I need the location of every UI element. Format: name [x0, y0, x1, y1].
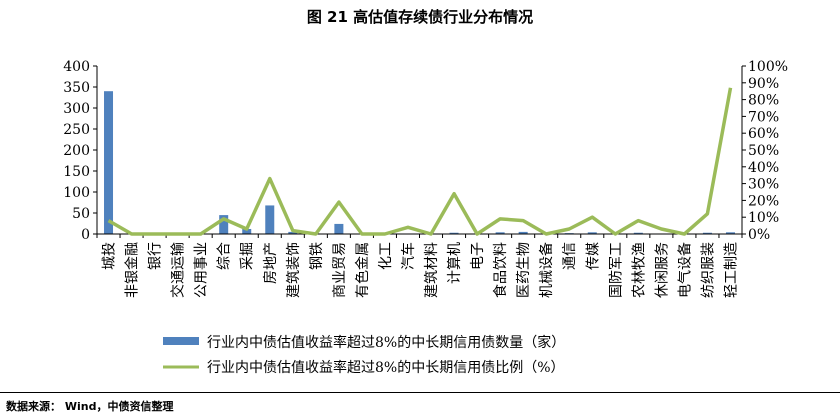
category-label: 建筑材料: [424, 242, 440, 298]
left-tick-label: 150: [63, 164, 90, 180]
left-tick-label: 350: [63, 80, 90, 96]
category-label: 钢铁: [309, 242, 325, 270]
bar: [725, 232, 735, 234]
right-tick-label: 40%: [748, 160, 779, 176]
bottom-rule: [0, 392, 840, 393]
right-tick-label: 100%: [748, 59, 788, 75]
category-label: 汽车: [400, 242, 417, 270]
category-label: 国防军工: [608, 242, 624, 298]
category-label: 食品饮料: [492, 242, 509, 298]
right-tick-label: 60%: [748, 126, 779, 142]
ratio-line: [107, 87, 733, 236]
category-label: 化工: [378, 242, 394, 270]
bar: [702, 232, 712, 234]
right-tick-label: 30%: [748, 177, 779, 193]
category-label: 建筑装饰: [286, 242, 302, 298]
category-label: 城投: [102, 242, 118, 270]
bar: [518, 231, 528, 234]
category-label: 纺织服装: [700, 242, 716, 298]
chart: 0 50 100 150 200 250 300 350 400 0%10%20%30%40%5…: [63, 59, 788, 376]
category-label: 有色金属: [354, 242, 371, 298]
left-tick-label: 100: [63, 185, 90, 201]
right-tick-label: 70%: [748, 109, 779, 125]
bar: [265, 205, 275, 234]
right-tick-label: 50%: [748, 143, 779, 159]
bar: [633, 232, 643, 234]
bar: [449, 232, 459, 234]
bar: [242, 228, 252, 234]
bar: [104, 91, 114, 234]
bar: [334, 223, 344, 234]
bar: [495, 232, 505, 234]
category-label: 传媒: [585, 242, 601, 270]
left-tick-label: 200: [63, 143, 90, 159]
category-label: 综合: [217, 242, 233, 270]
bar: [587, 232, 597, 234]
right-tick-label: 20%: [748, 193, 779, 209]
category-label: 电子: [470, 242, 486, 270]
legend-line-label: 行业内中债估值收益率超过8%的中长期信用债比例（%）: [207, 359, 565, 376]
bar: [219, 215, 229, 234]
category-label: 公用事业: [194, 242, 210, 298]
left-tick-label: 400: [63, 59, 90, 75]
category-label: 农林牧渔: [631, 242, 647, 298]
category-label: 非银金融: [125, 242, 141, 298]
bar: [288, 231, 298, 234]
category-label: 计算机: [447, 242, 463, 284]
left-tick-label: 300: [63, 101, 90, 117]
category-labels: 城投 非银金融 银行 交通运输 公用事业 综合 采掘 房地产 建筑装饰 钢铁 商业贸易 有色金属 化工汽…: [102, 242, 740, 298]
category-label: 交通运输: [170, 242, 187, 298]
left-tick-label: 0: [81, 227, 90, 243]
category-label: 轻工制造: [724, 242, 740, 298]
right-axis-ticks: 0%10%20%30%40%50%60%70%80%90%100%: [742, 59, 788, 243]
legend: 行业内中债估值收益率超过8%的中长期信用债数量（家） 行业内中债估值收益率超过8…: [163, 334, 565, 376]
right-tick-label: 80%: [748, 93, 779, 109]
category-label: 采掘: [240, 242, 256, 270]
right-tick-label: 10%: [748, 210, 779, 226]
chart-title: 图 21 高估值存续债行业分布情况: [306, 8, 534, 26]
bar-series: [104, 91, 735, 234]
category-label: 通信: [562, 242, 578, 270]
legend-bar-swatch: [163, 337, 199, 345]
source-note: 数据来源： Wind，中债资信整理: [6, 400, 174, 413]
category-label: 房地产: [263, 242, 279, 284]
left-axis-ticks: 0 50 100 150 200 250 300 350 400: [63, 59, 97, 243]
category-label: 电气设备: [676, 242, 693, 298]
category-label: 机械设备: [538, 242, 555, 298]
right-tick-label: 90%: [748, 76, 779, 92]
category-label: 医药生物: [516, 242, 532, 298]
category-label: 休闲服务: [654, 242, 670, 298]
legend-bar-label: 行业内中债估值收益率超过8%的中长期信用债数量（家）: [207, 334, 565, 351]
right-tick-label: 0%: [748, 227, 770, 243]
axes: [96, 66, 743, 238]
left-tick-label: 250: [63, 122, 90, 138]
category-label: 银行: [148, 242, 164, 270]
left-tick-label: 50: [72, 206, 90, 222]
category-label: 商业贸易: [332, 242, 348, 298]
line-series: [107, 87, 733, 236]
